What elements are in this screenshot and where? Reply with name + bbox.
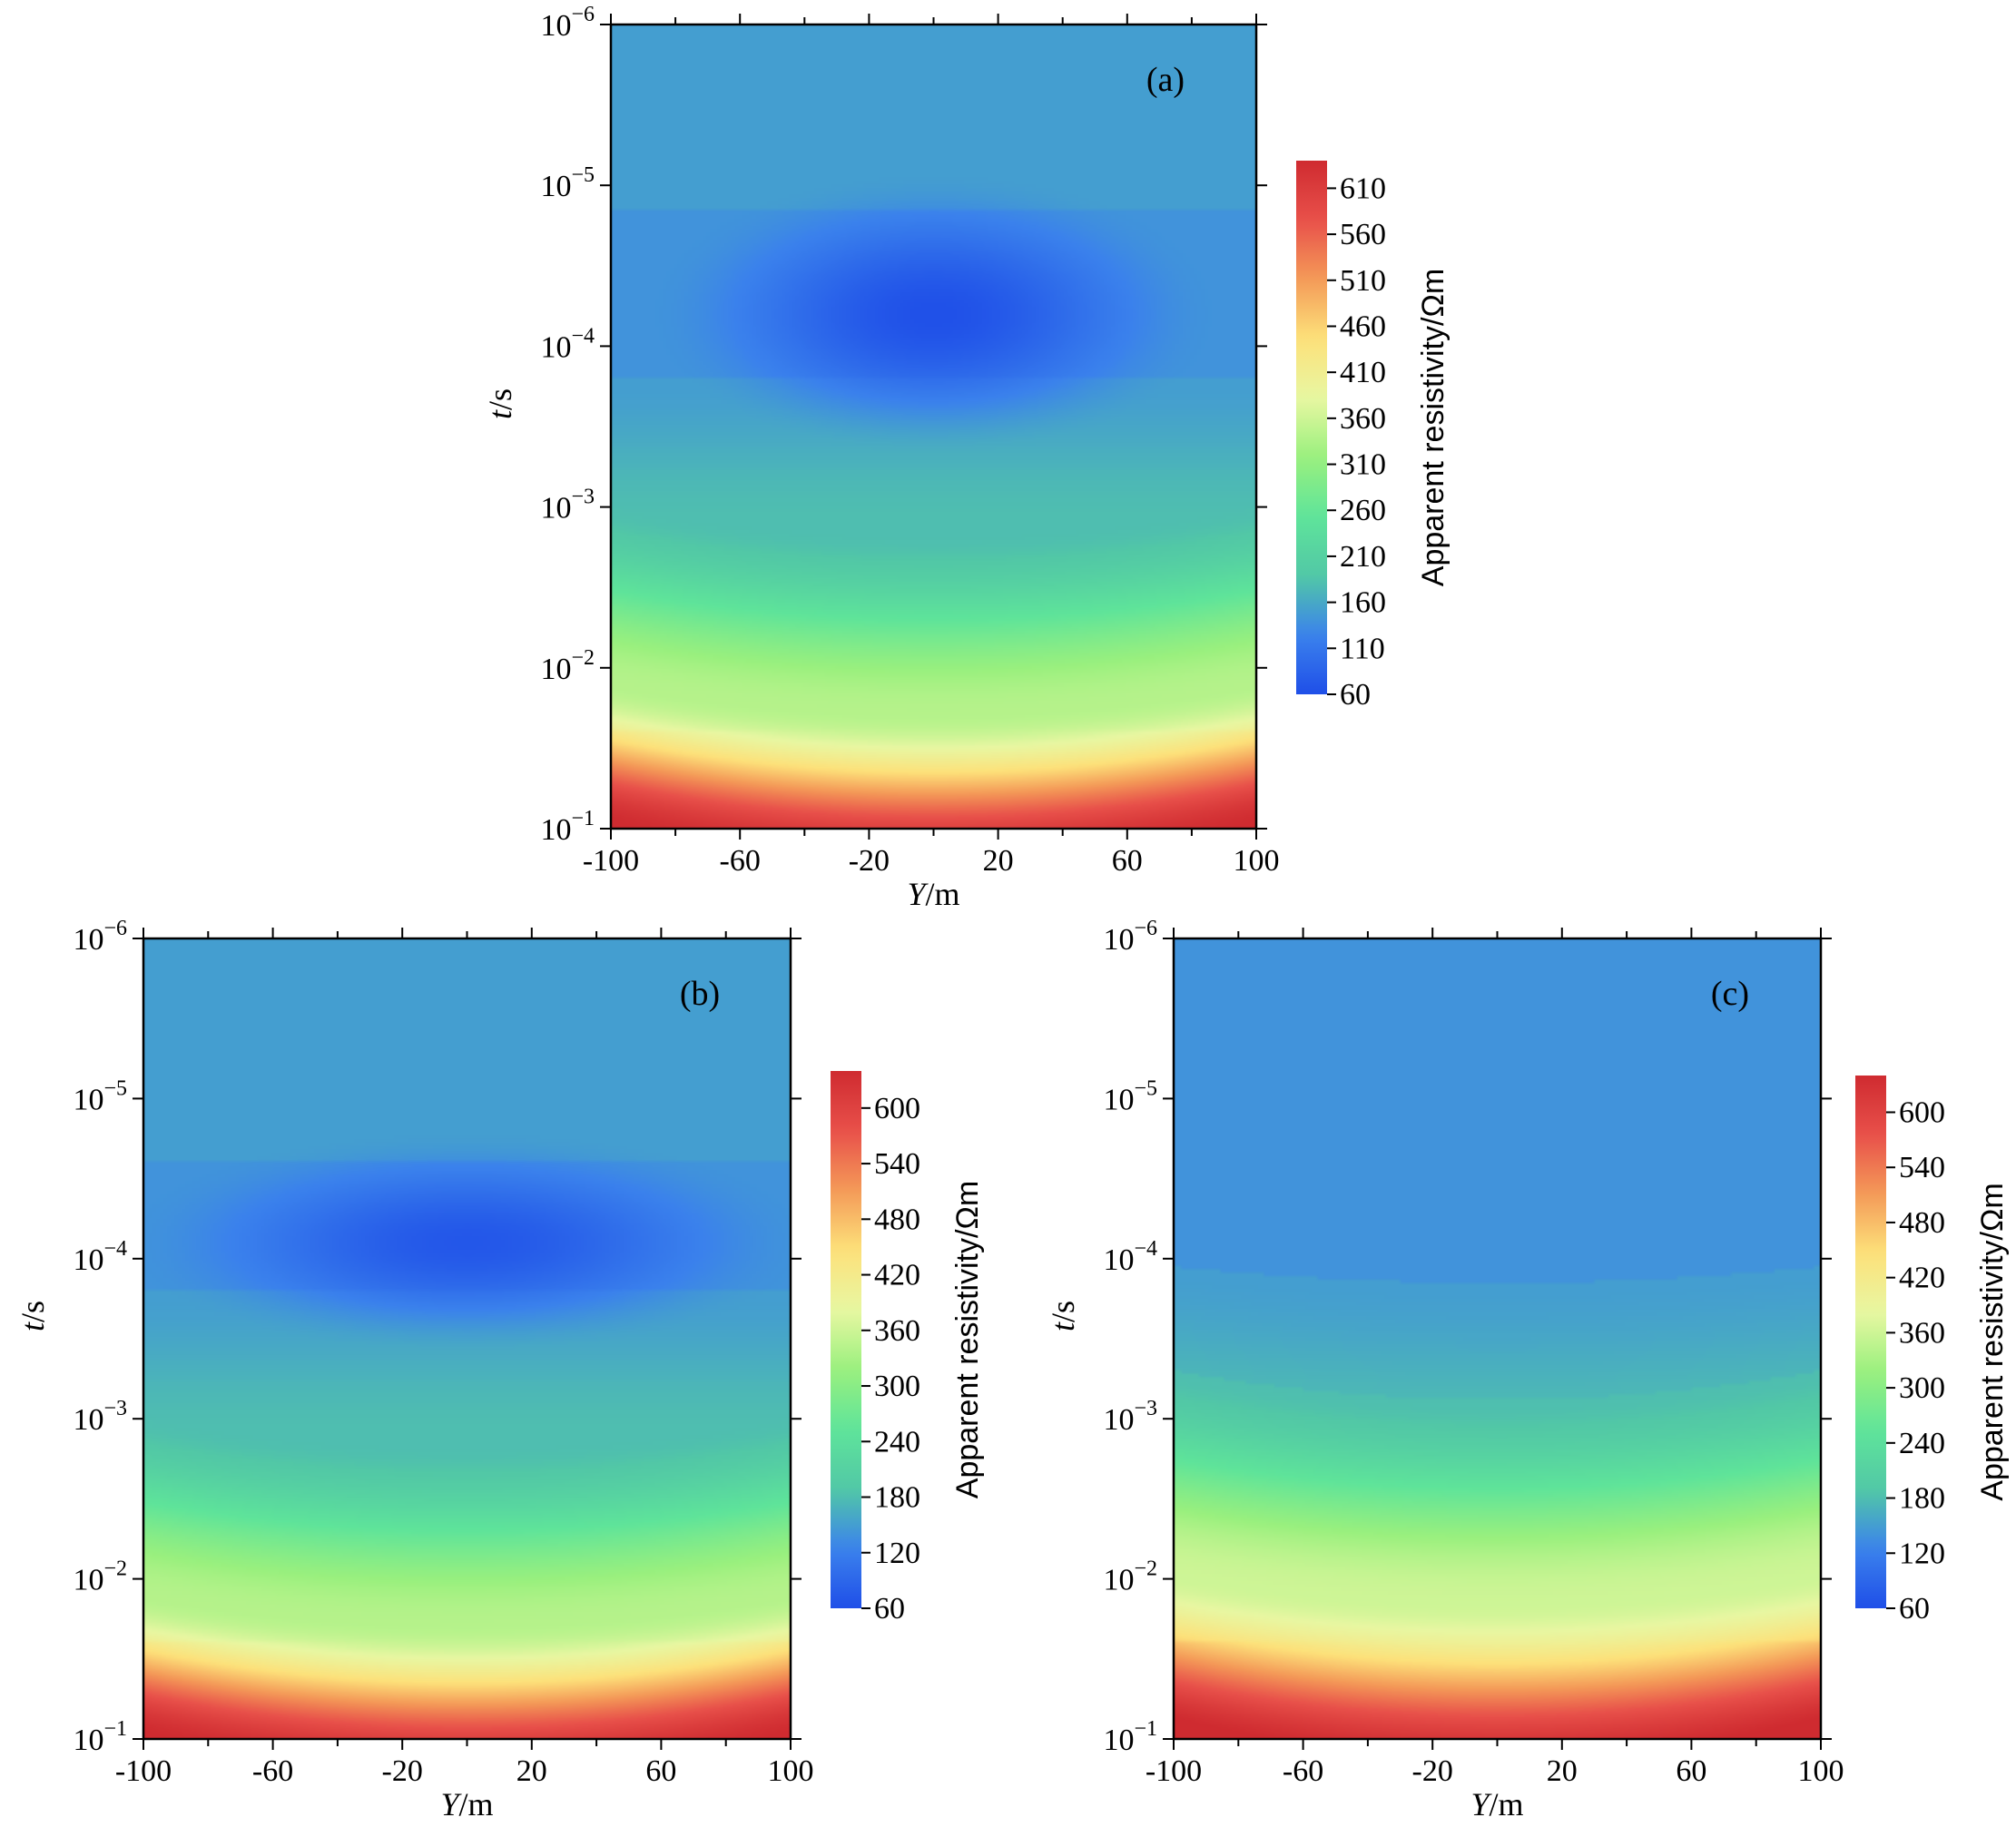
- x-tick-label: -60: [1283, 1754, 1323, 1788]
- y-tick-label: 10−3: [540, 486, 595, 526]
- panel-label: (c): [1711, 975, 1749, 1013]
- x-tick-label: 20: [516, 1754, 547, 1788]
- colorbar-tick-label: 360: [1899, 1316, 1945, 1350]
- y-axis-label: t/s: [482, 388, 518, 419]
- heatmap-field: [1174, 938, 1821, 1739]
- x-tick-label: 60: [645, 1754, 676, 1788]
- colorbar-tick-label: 360: [1340, 402, 1386, 436]
- y-tick-label: 10−6: [73, 917, 127, 957]
- y-tick-label: 10−5: [73, 1076, 127, 1116]
- colorbar-tick-label: 460: [1340, 309, 1386, 343]
- heatmap-field: [611, 25, 1256, 829]
- x-tick-label: 100: [768, 1754, 814, 1788]
- colorbar-tick-label: 300: [874, 1370, 920, 1403]
- colorbar-tick-label: 60: [1899, 1592, 1930, 1626]
- colorbar-tick-label: 480: [1899, 1206, 1945, 1240]
- colorbar-tick-label: 160: [1340, 586, 1386, 620]
- y-tick-label: 10−6: [540, 3, 595, 43]
- colorbar-tick-label: 410: [1340, 356, 1386, 389]
- colorbar-tick-label: 180: [1899, 1482, 1945, 1516]
- y-tick-label: 10−4: [1103, 1237, 1157, 1277]
- colorbar-tick-label: 610: [1340, 172, 1386, 205]
- y-tick-label: 10−3: [1103, 1397, 1157, 1437]
- colorbar-tick-label: 360: [874, 1314, 920, 1348]
- heatmap-field: [143, 938, 791, 1739]
- colorbar-label: Apparent resistivity/Ωm: [1416, 269, 1451, 586]
- colorbar-tick-label: 60: [874, 1592, 905, 1626]
- chart-panel-a: -100 -60 -20 20 60 100 10−6 10−5 10−4 10−3 10−2 10−…: [482, 3, 1451, 912]
- x-tick-label: 60: [1676, 1754, 1706, 1788]
- y-tick-label: 10−6: [1103, 917, 1157, 957]
- colorbar: [1855, 1076, 1886, 1608]
- colorbar-tick-label: 310: [1340, 448, 1386, 482]
- colorbar-tick-label: 120: [1899, 1537, 1945, 1570]
- y-tick-label: 10−5: [1103, 1076, 1157, 1116]
- colorbar-tick-label: 600: [1899, 1095, 1945, 1129]
- x-tick-label: 100: [1798, 1754, 1844, 1788]
- x-tick-label: -100: [1146, 1754, 1202, 1788]
- y-tick-label: 10−5: [540, 163, 595, 203]
- colorbar-tick-label: 510: [1340, 264, 1386, 298]
- colorbar-tick-label: 210: [1340, 540, 1386, 574]
- colorbar-tick-label: 120: [874, 1537, 920, 1570]
- x-tick-label: 60: [1112, 844, 1143, 878]
- colorbar-tick-label: 420: [874, 1259, 920, 1292]
- colorbar-tick-label: 110: [1340, 632, 1385, 665]
- y-tick-label: 10−1: [1103, 1717, 1157, 1757]
- x-tick-label: -60: [252, 1754, 293, 1788]
- x-tick-label: 20: [983, 844, 1014, 878]
- panel-label: (a): [1146, 61, 1185, 99]
- chart-panel-b: -100 -60 -20 20 60 100 10−6 10−5 10−4 10−3 10−2 10−…: [15, 917, 985, 1822]
- x-tick-label: -20: [1412, 1754, 1453, 1788]
- y-tick-label: 10−3: [73, 1397, 127, 1437]
- x-tick-label: 20: [1547, 1754, 1578, 1788]
- colorbar-tick-label: 240: [874, 1425, 920, 1459]
- colorbar-tick-label: 260: [1340, 494, 1386, 527]
- x-tick-label: -20: [382, 1754, 423, 1788]
- x-tick-label: -60: [720, 844, 761, 878]
- colorbar: [1296, 161, 1327, 694]
- colorbar-tick-label: 60: [1340, 678, 1371, 712]
- panel-label: (b): [680, 975, 720, 1013]
- colorbar-tick-label: 540: [874, 1147, 920, 1181]
- y-tick-label: 10−1: [73, 1717, 127, 1757]
- colorbar-tick-label: 180: [874, 1481, 920, 1515]
- y-tick-label: 10−2: [1103, 1557, 1157, 1597]
- colorbar-tick-label: 540: [1899, 1151, 1945, 1184]
- colorbar-tick-label: 600: [874, 1092, 920, 1125]
- y-axis-label: t/s: [1045, 1301, 1081, 1331]
- x-tick-label: -100: [583, 844, 639, 878]
- y-tick-label: 10−4: [73, 1237, 127, 1277]
- colorbar: [831, 1071, 861, 1608]
- colorbar-tick-label: 240: [1899, 1427, 1945, 1460]
- colorbar-tick-label: 420: [1899, 1262, 1945, 1295]
- x-axis-label: Y/m: [1470, 1786, 1523, 1822]
- colorbar-label: Apparent resistivity/Ωm: [1975, 1183, 2010, 1500]
- y-tick-label: 10−1: [540, 807, 595, 847]
- y-axis-label: t/s: [15, 1301, 51, 1331]
- colorbar-tick-label: 560: [1340, 218, 1386, 251]
- x-axis-label: Y/m: [440, 1786, 493, 1822]
- x-tick-label: 100: [1234, 844, 1280, 878]
- colorbar-label: Apparent resistivity/Ωm: [950, 1181, 985, 1498]
- x-axis-label: Y/m: [907, 876, 959, 912]
- colorbar-tick-label: 480: [874, 1203, 920, 1236]
- y-tick-label: 10−2: [540, 646, 595, 686]
- colorbar-tick-label: 300: [1899, 1371, 1945, 1405]
- y-tick-label: 10−2: [73, 1557, 127, 1597]
- x-tick-label: -100: [115, 1754, 172, 1788]
- y-tick-label: 10−4: [540, 324, 595, 364]
- x-tick-label: -20: [849, 844, 890, 878]
- chart-panel-c: -100 -60 -20 20 60 100 10−6 10−5 10−4 10−3 10−2 10−…: [1045, 917, 2010, 1822]
